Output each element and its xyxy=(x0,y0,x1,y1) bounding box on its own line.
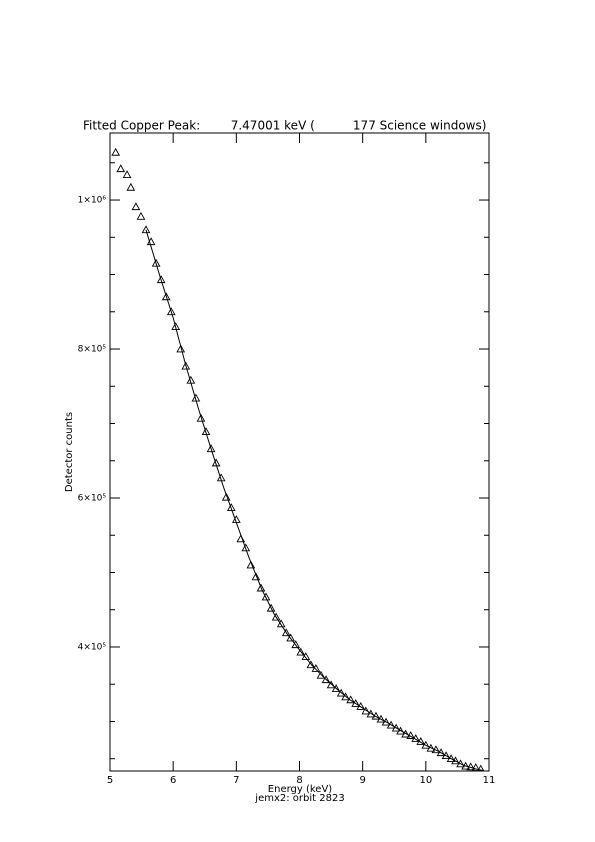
data-point xyxy=(326,680,336,689)
data-point xyxy=(126,182,136,191)
data-point xyxy=(111,147,121,156)
x-tick-label: 10 xyxy=(419,775,432,786)
data-point xyxy=(141,225,151,234)
data-point xyxy=(281,628,291,637)
fit-line xyxy=(145,229,485,771)
x-tick-label: 5 xyxy=(107,775,113,786)
data-point xyxy=(361,706,371,715)
chart-title: Fitted Copper Peak: 7.47001 keV ( 177 Sc… xyxy=(83,119,486,133)
plot-area xyxy=(111,147,485,771)
data-point xyxy=(391,723,401,732)
data-point xyxy=(331,684,341,693)
data-point xyxy=(161,292,171,301)
data-point xyxy=(436,748,446,757)
data-point xyxy=(456,759,465,768)
y-tick-label: 1×10⁶ xyxy=(78,196,107,206)
x-tick-label: 8 xyxy=(296,775,302,786)
data-point xyxy=(341,692,350,701)
data-point xyxy=(426,743,436,752)
data-point xyxy=(291,640,301,649)
data-point xyxy=(381,717,391,726)
data-point xyxy=(251,572,261,581)
data-point xyxy=(266,603,276,612)
data-point xyxy=(286,633,296,642)
data-point xyxy=(171,322,181,331)
data-point xyxy=(261,592,271,601)
data-point xyxy=(296,647,306,656)
x-tick-label: 11 xyxy=(483,775,496,786)
data-point xyxy=(122,170,132,179)
data-point xyxy=(351,699,361,707)
x-axis-label: Energy (keV) xyxy=(268,784,333,795)
data-point xyxy=(316,670,326,679)
data-point xyxy=(206,444,216,453)
data-point xyxy=(166,307,176,316)
data-point xyxy=(441,751,451,760)
y-axis-label: Detector counts xyxy=(64,412,75,492)
data-point xyxy=(116,164,126,173)
data-point xyxy=(396,726,405,735)
data-point xyxy=(276,619,286,628)
y-tick-label: 4×10⁵ xyxy=(78,642,107,652)
data-point xyxy=(471,763,481,771)
x-tick-label: 6 xyxy=(170,775,176,786)
data-point xyxy=(421,740,431,749)
data-point xyxy=(181,361,191,370)
x-tick-label: 9 xyxy=(359,775,365,786)
data-point xyxy=(271,612,281,621)
data-point xyxy=(156,275,166,284)
data-point xyxy=(306,660,316,669)
data-point xyxy=(446,754,456,763)
data-point xyxy=(401,729,410,738)
data-point xyxy=(136,211,146,220)
data-point xyxy=(226,503,236,512)
data-point xyxy=(131,202,141,211)
data-point xyxy=(221,492,231,501)
data-point xyxy=(246,560,256,569)
x-tick-label: 7 xyxy=(233,775,239,786)
data-point xyxy=(256,583,266,592)
data-point xyxy=(176,344,186,353)
subtitle: jemx2: orbit 2823 xyxy=(254,793,344,804)
y-tick-label: 6×10⁵ xyxy=(78,493,107,503)
data-point xyxy=(366,709,376,718)
data-point xyxy=(151,258,161,267)
data-point xyxy=(201,427,211,436)
data-point xyxy=(477,764,485,771)
data-point xyxy=(386,720,396,729)
y-tick-label: 8×10⁵ xyxy=(78,345,107,355)
data-point xyxy=(196,413,206,422)
data-point xyxy=(336,688,346,697)
data-point xyxy=(321,675,331,684)
data-point xyxy=(241,543,251,552)
